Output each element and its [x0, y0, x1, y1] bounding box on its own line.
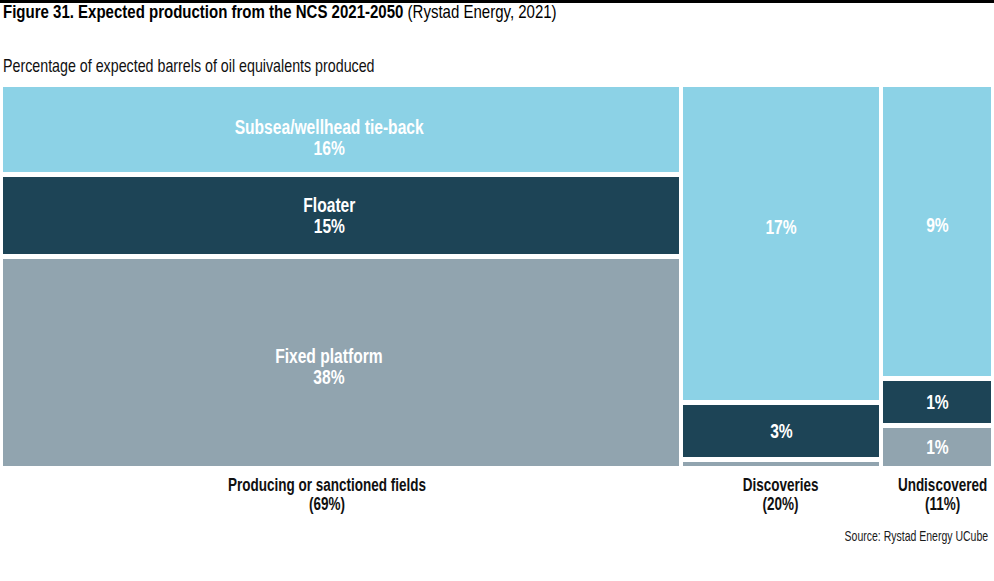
category-label-producing: Producing or sanctioned fields (69%) [3, 476, 679, 514]
column-discoveries: 17% 3% [683, 87, 879, 466]
category-name: Undiscovered [898, 476, 987, 495]
source-note: Source: Rystad Energy UCube [844, 528, 988, 544]
segment-undiscovered-fixed-platform: 1% [883, 428, 991, 466]
segment-discoveries-subsea: 17% [683, 87, 879, 400]
category-labels: Producing or sanctioned fields (69%) Dis… [3, 476, 991, 514]
category-label-discoveries: Discoveries (20%) [683, 476, 879, 514]
segment-producing-fixed-platform: Fixed platform 38% [3, 259, 679, 466]
category-total: (20%) [743, 495, 819, 514]
segment-label: Fixed platform [275, 346, 382, 367]
column-producing-or-sanctioned: Subsea/wellhead tie-back 16% Floater 15%… [3, 87, 679, 466]
segment-producing-floater: Floater 15% [3, 177, 679, 254]
chart-subtitle: Percentage of expected barrels of oil eq… [3, 55, 375, 76]
segment-discoveries-fixed-platform [683, 462, 879, 466]
category-name: Discoveries [743, 476, 819, 495]
category-label-undiscovered: Undiscovered (11%) [883, 476, 991, 514]
segment-value: 1% [926, 437, 949, 458]
category-total: (69%) [228, 495, 426, 514]
category-total: (11%) [898, 495, 987, 514]
figure-title: Figure 31. Expected production from the … [3, 1, 557, 22]
category-name: Producing or sanctioned fields [228, 476, 426, 495]
marimekko-chart: Subsea/wellhead tie-back 16% Floater 15%… [3, 87, 991, 466]
segment-value: 1% [926, 392, 949, 413]
segment-label: Floater [303, 195, 355, 216]
segment-label: Subsea/wellhead tie-back [234, 117, 423, 138]
segment-value: 38% [275, 367, 382, 388]
segment-discoveries-floater: 3% [683, 405, 879, 457]
segment-value: 17% [765, 217, 796, 238]
segment-undiscovered-floater: 1% [883, 381, 991, 423]
segment-value: 16% [234, 138, 423, 159]
segment-undiscovered-subsea: 9% [883, 87, 991, 376]
figure-title-note: (Rystad Energy, 2021) [408, 1, 557, 22]
segment-producing-subsea: Subsea/wellhead tie-back 16% [3, 87, 679, 172]
column-undiscovered: 9% 1% 1% [883, 87, 991, 466]
segment-value: 3% [770, 421, 793, 442]
figure-title-bold: Figure 31. Expected production from the … [3, 1, 403, 22]
segment-value: 15% [303, 216, 355, 237]
segment-value: 9% [926, 215, 949, 236]
